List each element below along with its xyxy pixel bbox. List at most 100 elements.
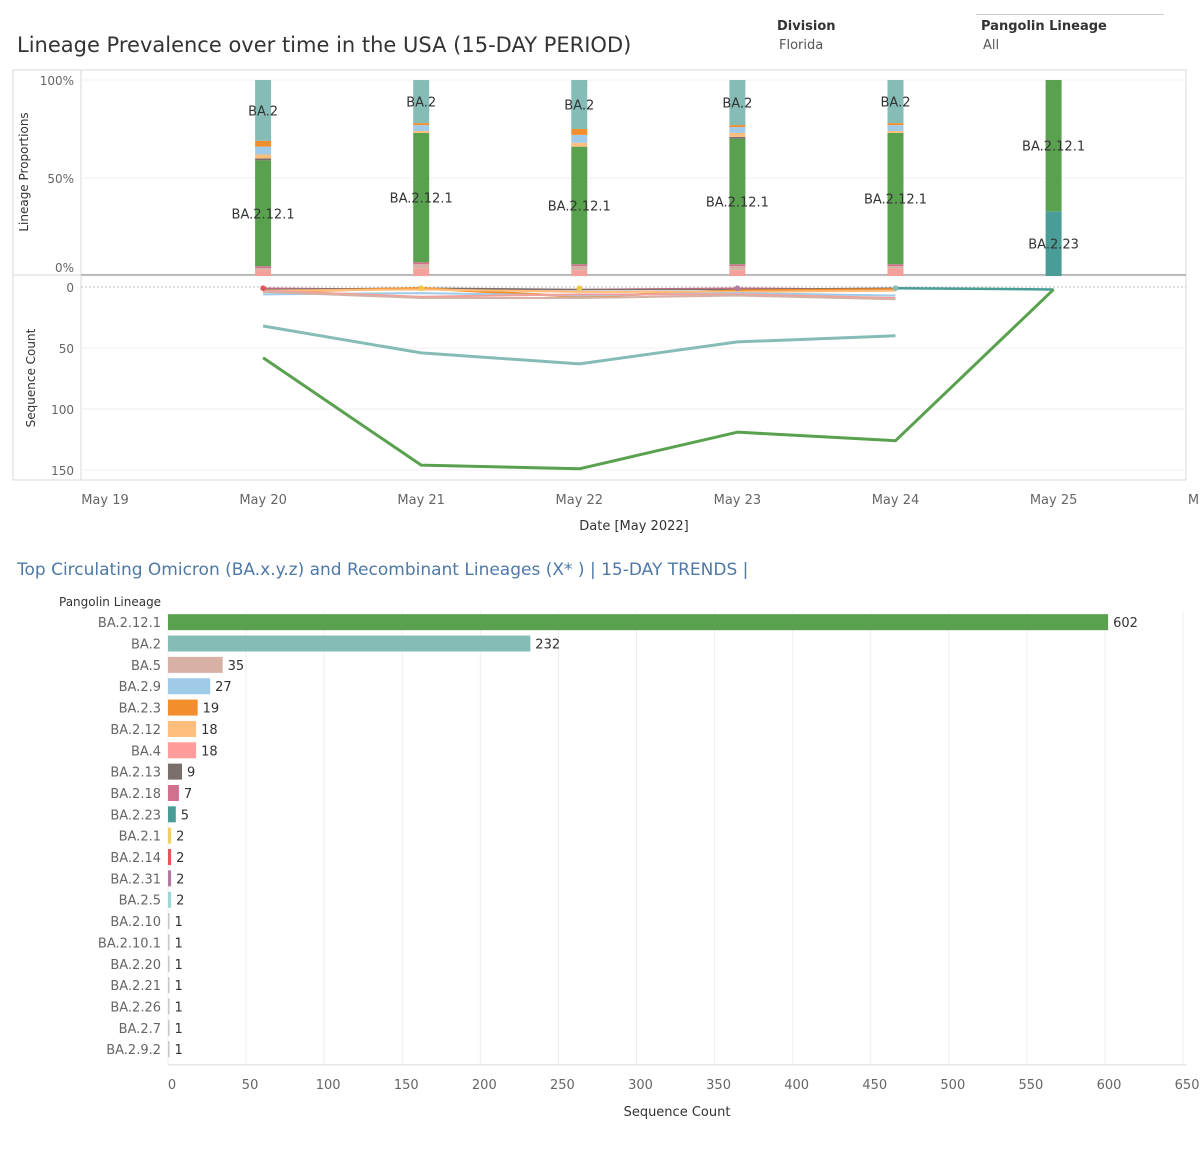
division-filter-label: Division: [777, 19, 836, 34]
count-line-marker: [892, 285, 899, 292]
x-tick-label: 600: [1097, 1078, 1122, 1093]
proportion-bar-label: BA.2: [881, 96, 911, 111]
proportion-bar-segment: [729, 132, 746, 137]
count-line: [262, 288, 1055, 471]
count-line-marker: [260, 285, 266, 292]
lineage-bar: [168, 1041, 170, 1058]
proportion-bar-segment: [729, 125, 746, 128]
proportion-bar-label: BA.2: [564, 99, 594, 114]
proportion-bar-segment: [729, 264, 746, 267]
proportion-bar-segment: [255, 140, 272, 147]
lineage-bar: [168, 998, 170, 1015]
proportion-bar-segment: [887, 123, 904, 126]
lineage-name: BA.2.9: [119, 680, 161, 695]
proportion-bar-label: BA.2: [248, 104, 278, 119]
lineage-name: BA.4: [131, 744, 161, 759]
proportion-bar-segment: [571, 266, 588, 271]
x-axis-title: Sequence Count: [624, 1105, 731, 1120]
proportion-bar-segment: [571, 270, 588, 276]
lineage-count: 2: [176, 872, 184, 887]
proportion-bar-segment: [887, 264, 904, 267]
x-tick-label: 350: [706, 1078, 731, 1093]
proportion-bar-label: BA.2: [722, 97, 752, 112]
proportion-bar-label: BA.2.12.1: [864, 193, 927, 208]
x-tick-label: 0: [168, 1078, 176, 1093]
date-tick-label: May 24: [872, 493, 920, 508]
proportion-tick-label: 50%: [47, 172, 74, 186]
lineage-count: 1: [175, 1000, 183, 1015]
x-tick-label: 250: [550, 1078, 575, 1093]
lineage-count: 1: [175, 979, 183, 994]
proportion-plot-frame: [80, 69, 1187, 276]
proportion-bars: [255, 80, 1062, 276]
x-tick-label: 400: [784, 1078, 809, 1093]
count-tick-label: 150: [51, 464, 74, 478]
lineage-name: BA.2.31: [110, 872, 161, 887]
lineage-name: BA.2.13: [110, 766, 161, 781]
date-tick-label: May 22: [556, 493, 604, 508]
lineage-filter-value[interactable]: All: [983, 38, 1000, 53]
gridlines: [167, 611, 1186, 1066]
chart-frame: [12, 69, 1187, 481]
lineage-count: 1: [175, 958, 183, 973]
lineage-bar: [168, 827, 172, 844]
proportion-bar-segment: [729, 266, 746, 271]
lineage-name: BA.2.26: [110, 1000, 161, 1015]
proportion-axis-title: Lineage Proportions: [17, 112, 31, 231]
x-tick-label: 50: [242, 1078, 259, 1093]
count-line: [263, 289, 896, 299]
proportion-bar-segment: [887, 268, 904, 276]
date-tick-label: May 20: [239, 493, 287, 508]
proportion-bar-segment: [729, 127, 746, 133]
lineage-count: 2: [176, 894, 184, 909]
lineage-name: BA.2.1: [119, 830, 161, 845]
lineage-name: BA.2.21: [110, 979, 161, 994]
lineage-name: BA.2.9.2: [106, 1043, 161, 1058]
date-tick-label: May 25: [1030, 493, 1078, 508]
proportion-bar-label: BA.2.12.1: [232, 207, 295, 222]
proportion-bar-label: BA.2.12.1: [1022, 140, 1085, 155]
lineage-name: BA.2.23: [110, 808, 161, 823]
count-line: [895, 286, 1054, 291]
proportion-bar-segment: [571, 142, 588, 147]
proportion-bar-segment: [571, 146, 588, 265]
lineage-bar: [168, 656, 223, 673]
lineage-count: 1: [175, 1022, 183, 1037]
count-line: [263, 290, 896, 301]
lineage-name: BA.2.5: [119, 894, 161, 909]
lineage-bar: [168, 913, 170, 930]
division-filter-value[interactable]: Florida: [779, 38, 824, 53]
proportion-bar-labels: BA.2 BA.2.12.1 BA.2 BA.2.12.1 BA.2 BA.2.12.1 B…: [232, 96, 1086, 253]
date-tick-label: May 23: [714, 493, 762, 508]
lineage-count: 1: [175, 936, 183, 951]
proportion-bar-segment: [571, 264, 588, 267]
lineage-bar: [168, 1019, 170, 1036]
lineage-bar: [168, 891, 172, 908]
x-tick-label: 650: [1175, 1078, 1200, 1093]
proportion-bar-label: BA.2.23: [1028, 238, 1079, 253]
lineage-count: 35: [228, 659, 245, 674]
proportion-bar-segment: [255, 146, 272, 155]
lineage-name: BA.2.7: [119, 1022, 161, 1037]
proportion-bar-segment: [729, 136, 746, 139]
lineage-count: 2: [176, 830, 184, 845]
date-tick-label: May 26: [1188, 493, 1200, 508]
count-axis-title: Sequence Count: [24, 328, 38, 427]
lineage-name: BA.2.10: [110, 915, 161, 930]
lineage-name: BA.2.12.1: [98, 616, 161, 631]
proportion-bar-segment: [413, 268, 430, 276]
proportion-bar-label: BA.2.12.1: [390, 192, 453, 207]
date-tick-label: May 21: [397, 493, 445, 508]
proportion-bar-segment: [255, 158, 272, 161]
proportion-bar-segment: [255, 80, 272, 141]
proportion-bar-segment: [413, 132, 430, 263]
lineage-count: 1: [175, 915, 183, 930]
lineage-name: BA.2.12: [110, 723, 161, 738]
lineage-filter-label: Pangolin Lineage: [981, 19, 1107, 34]
proportion-bar-segment: [413, 130, 430, 133]
x-tick-label: 500: [940, 1078, 965, 1093]
lineage-bar: [168, 635, 531, 652]
lineage-bars: [168, 614, 1109, 1058]
x-tick-label: 550: [1019, 1078, 1044, 1093]
proportion-bar-segment: [1045, 80, 1062, 212]
